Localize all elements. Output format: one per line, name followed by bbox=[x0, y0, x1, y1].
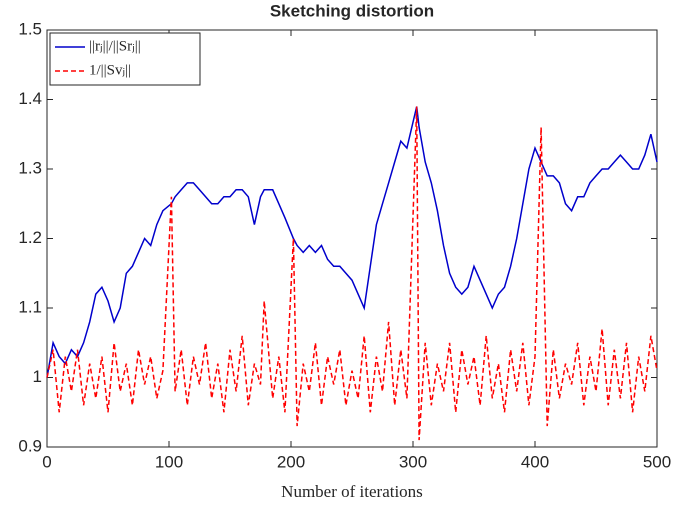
legend-label: 1/||Svⱼ|| bbox=[89, 62, 131, 78]
y-tick-label: 1.4 bbox=[18, 89, 42, 108]
legend-label: ||rⱼ||/||Srⱼ|| bbox=[89, 38, 141, 54]
y-tick-label: 1.3 bbox=[18, 158, 42, 177]
y-tick-label: 1 bbox=[33, 367, 42, 386]
x-tick-label: 100 bbox=[155, 452, 183, 471]
chart-title: Sketching distortion bbox=[270, 1, 434, 20]
x-tick-label: 200 bbox=[277, 452, 305, 471]
data-line bbox=[46, 106, 658, 441]
data-line bbox=[46, 106, 658, 378]
y-tick-label: 0.9 bbox=[18, 436, 42, 455]
x-axis-label: Number of iterations bbox=[281, 482, 423, 501]
x-tick-label: 0 bbox=[42, 452, 51, 471]
y-tick-label: 1.2 bbox=[18, 228, 42, 247]
x-tick-label: 500 bbox=[643, 452, 671, 471]
y-tick-label: 1.1 bbox=[18, 297, 42, 316]
y-tick-label: 1.5 bbox=[18, 19, 42, 38]
plot-area bbox=[46, 29, 658, 448]
x-tick-label: 400 bbox=[521, 452, 549, 471]
x-tick-label: 300 bbox=[399, 452, 427, 471]
legend-box bbox=[49, 32, 201, 86]
